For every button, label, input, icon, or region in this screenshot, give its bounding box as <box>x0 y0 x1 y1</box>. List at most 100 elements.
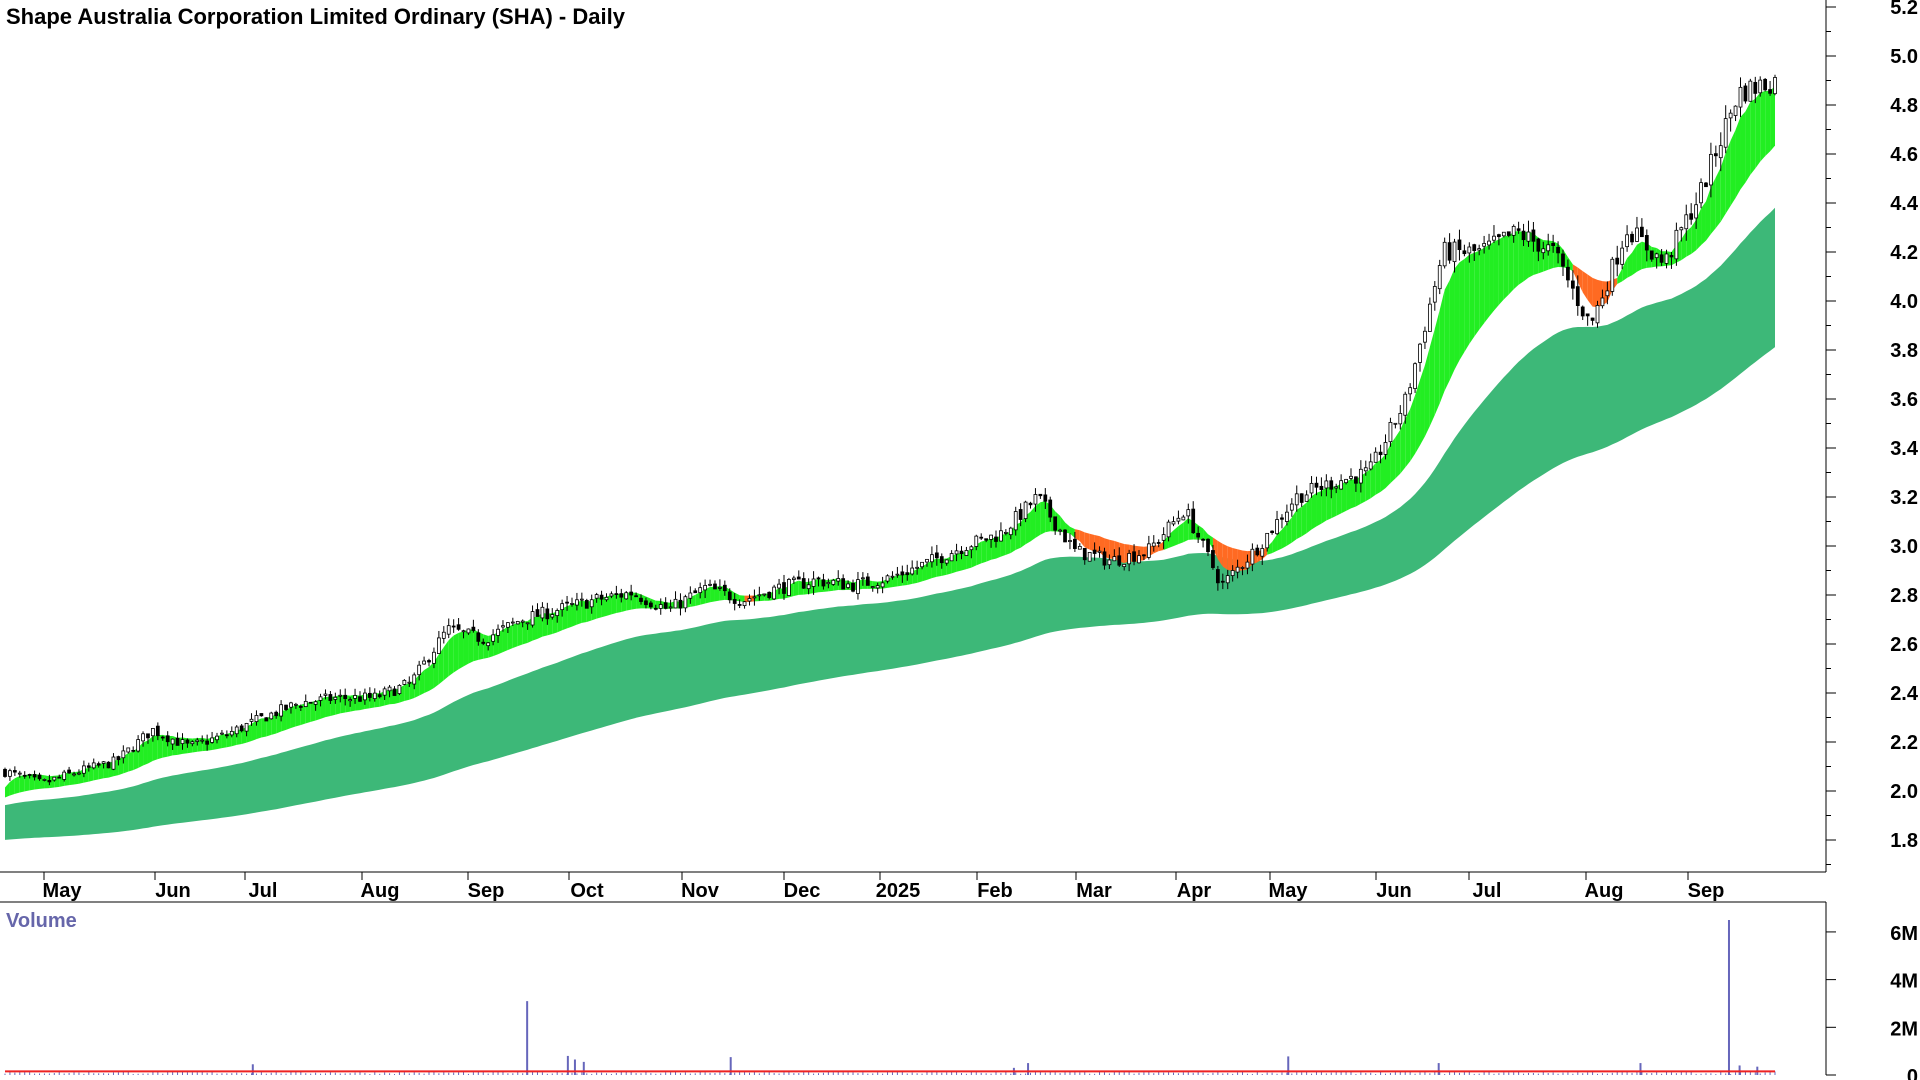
fast-ema-segment <box>1587 274 1593 307</box>
candle-body <box>1630 233 1634 243</box>
fast-ema-segment <box>404 683 410 702</box>
fast-ema-segment <box>1069 526 1075 539</box>
candle-body <box>703 585 707 591</box>
candle-body <box>1033 494 1038 505</box>
candle-body <box>249 718 254 722</box>
candle-body <box>422 660 426 665</box>
candle-body <box>264 717 269 722</box>
candle-body <box>1773 77 1777 95</box>
candle-body <box>1452 241 1457 263</box>
candle-body <box>1048 499 1053 518</box>
fast-ema-segment <box>596 597 602 619</box>
candle-body <box>1102 551 1107 566</box>
candle-body <box>1551 242 1556 246</box>
fast-ema-segment <box>1725 140 1731 214</box>
candle-body <box>1368 461 1373 470</box>
candle-body <box>1275 519 1279 535</box>
fast-ema-segment <box>93 764 99 781</box>
candle-body <box>27 774 32 776</box>
month-tick-label: Feb <box>977 880 1013 902</box>
candle-body <box>1117 555 1122 566</box>
candle-body <box>934 552 939 559</box>
fast-ema-segment <box>1005 531 1011 555</box>
candle-body <box>12 770 17 773</box>
candle-body <box>1186 509 1191 517</box>
candle-body <box>1289 503 1294 511</box>
fast-ema-segment <box>1084 532 1090 550</box>
candle-body <box>1191 508 1196 534</box>
fast-ema-segment <box>98 762 104 780</box>
candle-body <box>678 599 683 609</box>
candle-body <box>294 703 298 706</box>
fast-ema-segment <box>1183 518 1189 543</box>
candle-body <box>831 579 836 585</box>
candle-body <box>387 686 392 692</box>
candle-body <box>1146 543 1151 558</box>
candle-body <box>471 626 476 631</box>
fast-ema-segment <box>576 600 582 625</box>
fast-ema-segment <box>1030 506 1036 542</box>
fast-ema-segment <box>1464 254 1470 352</box>
candle-body <box>880 582 885 588</box>
candle-body <box>1694 204 1698 219</box>
candle-body <box>446 625 451 635</box>
candle-body <box>67 769 71 774</box>
candle-body <box>486 642 491 647</box>
fast-ema-segment <box>1696 208 1702 251</box>
candle-body <box>1063 529 1067 543</box>
fast-ema-segment <box>1094 535 1100 553</box>
candle-body <box>269 712 274 720</box>
candle-body <box>777 583 781 589</box>
candle-body <box>1521 230 1526 241</box>
candle-body <box>604 596 609 601</box>
candle-body <box>17 772 22 775</box>
candle-body <box>979 536 984 539</box>
fast-ema-segment <box>956 552 962 572</box>
candle-body <box>579 598 584 601</box>
candle-body <box>441 631 446 639</box>
candle-body <box>722 584 727 592</box>
candle-body <box>1255 547 1260 556</box>
fast-ema-segment <box>986 538 992 562</box>
price-tick-label: 3.0 <box>1890 536 1918 558</box>
candle-body <box>1393 422 1398 425</box>
fast-ema-segment <box>1375 459 1381 495</box>
fast-ema-segment <box>936 558 942 577</box>
price-tick-label: 3.4 <box>1890 438 1919 460</box>
fast-ema-segment <box>1173 526 1179 547</box>
candle-body <box>545 608 550 620</box>
candle-body <box>234 726 239 735</box>
fast-ema-segment <box>310 701 316 722</box>
candle-body <box>1008 527 1013 536</box>
candle-body <box>1260 548 1265 557</box>
candle-body <box>1487 240 1491 246</box>
fast-ema-segment <box>463 629 469 667</box>
candle-body <box>328 694 333 701</box>
fast-ema-segment <box>793 580 799 597</box>
candle-body <box>101 761 106 764</box>
fast-ema-segment <box>1321 487 1327 524</box>
fast-ema-segment <box>1503 235 1509 300</box>
candle-body <box>796 576 801 580</box>
candle-body <box>1442 241 1447 267</box>
candle-body <box>1472 244 1477 251</box>
fast-ema-segment <box>276 711 282 734</box>
candle-body <box>1127 553 1131 565</box>
price-tick-label: 4.2 <box>1890 242 1918 264</box>
candle-body <box>47 780 52 783</box>
month-axis: May Jun Jul Aug Sep Oct Nov Dec 2025 Feb Mar Apr May… <box>43 872 1724 902</box>
month-tick-label: Jun <box>155 880 191 902</box>
candle-body <box>910 567 915 575</box>
fast-ema-segment <box>892 575 898 588</box>
candle-body <box>1378 451 1383 456</box>
candle-body <box>1344 478 1348 484</box>
fast-ema-segment <box>1336 483 1342 516</box>
candle-body <box>1339 480 1344 490</box>
candle-body <box>870 586 875 588</box>
volume-axis: 6M 4M 2M 0 <box>0 901 1918 1080</box>
candle-body <box>821 579 826 587</box>
candle-body <box>215 735 219 741</box>
price-tick-label: 1.8 <box>1890 830 1918 852</box>
fast-ema-segment <box>1627 252 1633 278</box>
fast-ema-segment <box>448 635 454 677</box>
